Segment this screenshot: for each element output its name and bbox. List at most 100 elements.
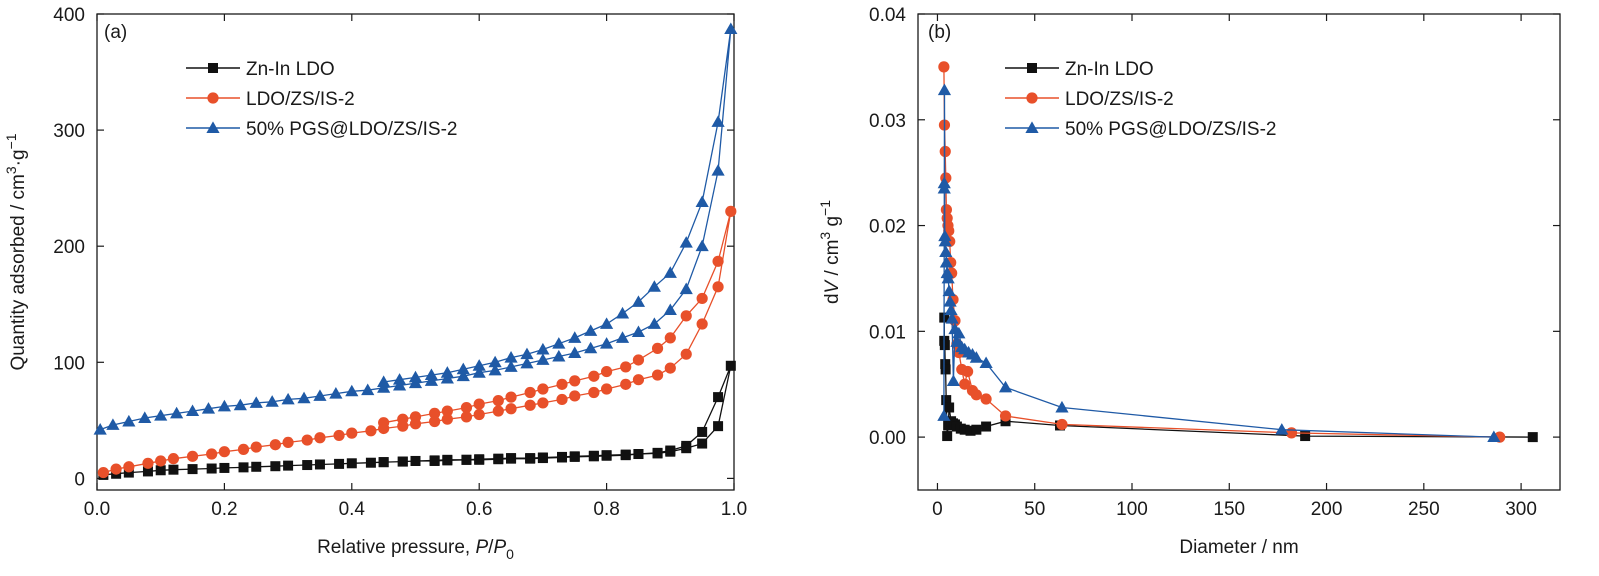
data-point (944, 402, 955, 413)
x-axis-title: Relative pressure, P/P0 (317, 537, 514, 562)
data-point (601, 365, 613, 378)
data-point (620, 449, 631, 460)
data-point (651, 342, 664, 354)
data-point (588, 386, 600, 399)
data-point (473, 408, 485, 421)
data-point (313, 389, 327, 401)
plot-frame (96, 13, 735, 491)
data-point (397, 413, 409, 425)
data-point (556, 378, 568, 390)
data-point (725, 360, 736, 371)
series-line (103, 211, 732, 474)
x-tick-label: 50 (1024, 499, 1045, 520)
data-point (170, 406, 184, 419)
x-tick-label: 150 (1213, 499, 1245, 520)
data-point (142, 457, 154, 469)
data-point (269, 439, 281, 451)
panel-b: 0 50 100 150 200 250 300 0.00 0.01 0.02 0.03 0.04 (b… (817, 5, 1561, 558)
data-point (505, 403, 517, 415)
x-tick-label: 1.0 (721, 499, 747, 520)
data-point (167, 453, 180, 465)
data-point (938, 234, 952, 247)
data-point (314, 432, 326, 444)
data-point (681, 443, 692, 454)
y-axis-title-mid: ·g (8, 149, 29, 166)
data-point (186, 450, 199, 462)
x-axis-title-var2: P (493, 537, 506, 558)
data-point (283, 460, 294, 471)
data-point (361, 383, 375, 396)
x-axis-title-var: P (475, 537, 488, 558)
data-point (408, 376, 423, 389)
data-point (504, 360, 518, 372)
x-axis-title-sep: / (488, 537, 494, 558)
series-1 (97, 205, 737, 479)
y-tick-label: 100 (53, 353, 85, 374)
data-point (584, 324, 598, 336)
y-tick-label: 0.01 (869, 322, 906, 343)
data-point (663, 266, 677, 278)
data-point (537, 383, 549, 395)
legend-marker (208, 63, 218, 73)
data-point (971, 424, 982, 435)
data-point (329, 387, 343, 399)
data-point (474, 454, 485, 465)
data-point (334, 458, 345, 469)
data-point (600, 337, 614, 349)
data-point (536, 342, 550, 355)
y-tick-label: 0.03 (869, 111, 906, 132)
legend-marker (207, 92, 219, 104)
data-point (442, 454, 453, 465)
y-tick-label: 0.02 (869, 217, 906, 238)
data-point (632, 354, 645, 366)
data-point (281, 392, 295, 405)
data-point (537, 452, 548, 463)
data-point (1527, 432, 1538, 443)
x-axis-title-sub: 0 (506, 546, 514, 562)
legend-label: LDO/ZS/IS-2 (1065, 89, 1174, 110)
series-0 (939, 312, 1538, 443)
data-point (1056, 418, 1068, 431)
data-point (944, 303, 958, 316)
data-point (940, 364, 951, 375)
data-point (346, 458, 357, 469)
data-point (713, 392, 724, 403)
data-point (998, 380, 1013, 393)
data-point (569, 375, 581, 387)
data-point (504, 351, 518, 363)
legend-marker (206, 121, 220, 133)
y-axis-title-sup2: −1 (3, 133, 19, 149)
data-point (937, 409, 951, 421)
data-point (665, 446, 676, 457)
panel-label: (b) (928, 22, 951, 43)
data-point (185, 404, 200, 417)
data-point (460, 411, 473, 423)
data-point (409, 411, 422, 423)
data-point (206, 448, 218, 460)
data-point (939, 255, 954, 268)
data-point (711, 164, 725, 176)
data-point (492, 405, 504, 417)
data-point (142, 466, 153, 477)
data-point (488, 355, 502, 368)
y-tick-label: 300 (53, 121, 85, 142)
y-tick-label: 0.04 (869, 5, 906, 26)
x-tick-label: 250 (1408, 499, 1440, 520)
x-tick-label: 100 (1116, 499, 1148, 520)
data-point (456, 362, 470, 375)
data-point (713, 421, 724, 432)
y-tick-label: 0 (74, 469, 85, 490)
data-point (937, 83, 952, 96)
data-point (506, 453, 517, 464)
data-point (138, 411, 152, 423)
data-point (187, 464, 198, 475)
data-point (999, 410, 1012, 422)
data-point (969, 351, 983, 363)
x-tick-label: 0.6 (466, 499, 492, 520)
data-point (429, 415, 441, 428)
data-point (297, 391, 311, 404)
data-point (980, 393, 992, 405)
data-point (345, 384, 359, 397)
data-point (301, 434, 313, 446)
